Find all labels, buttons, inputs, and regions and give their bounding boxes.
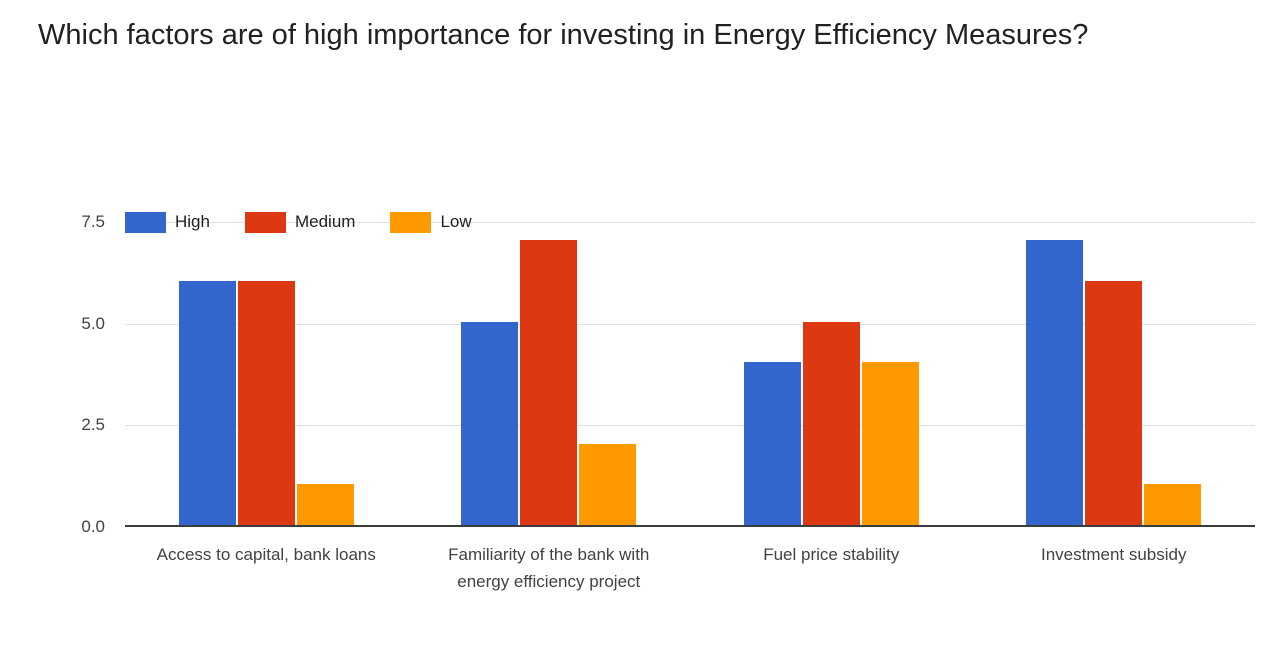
bar-group-3 — [690, 222, 973, 525]
x-axis-labels: Access to capital, bank loans Familiarity… — [125, 541, 1255, 595]
gridline-5.0 — [125, 324, 1255, 325]
gridline-7.5 — [125, 222, 1255, 223]
bar-high-category-3 — [743, 362, 801, 525]
bar-medium-category-3 — [802, 322, 860, 525]
legend-label: Low — [440, 212, 472, 231]
y-tick-label: 7.5 — [81, 212, 105, 231]
bar-high-category-4 — [1026, 240, 1084, 525]
legend: High Medium Low — [125, 211, 472, 233]
bar-low-category-1 — [296, 484, 354, 525]
legend-swatch-high — [125, 211, 166, 233]
bar-medium-category-2 — [520, 240, 578, 525]
x-axis-label: Investment subsidy — [973, 541, 1256, 595]
legend-label: High — [175, 212, 210, 231]
plot-area: High Medium Low Access to capital, bank lo… — [81, 211, 1255, 591]
gridline-2.5 — [125, 425, 1255, 426]
bar-group-2 — [408, 222, 691, 525]
legend-item-high: High — [125, 211, 210, 233]
x-axis-label: Familiarity of the bank with energy effi… — [408, 541, 691, 595]
x-axis-label-text: Investment subsidy — [1040, 545, 1187, 564]
bar-low-category-2 — [579, 444, 637, 525]
bar-medium-category-1 — [237, 281, 295, 525]
bar-low-category-4 — [1144, 484, 1202, 525]
bar-group-1 — [125, 222, 408, 525]
legend-item-low: Low — [390, 211, 472, 233]
bar-medium-category-4 — [1085, 281, 1143, 525]
y-tick-label: 0.0 — [81, 517, 105, 536]
legend-label: Medium — [294, 212, 356, 231]
x-axis-label-text: Access to capital, bank loans — [156, 545, 376, 564]
x-axis-label-text: Familiarity of the bank with energy effi… — [448, 545, 650, 591]
bar-group-4 — [973, 222, 1256, 525]
legend-swatch-low — [390, 211, 432, 233]
bar-high-category-1 — [178, 281, 236, 525]
x-axis-baseline — [125, 525, 1255, 527]
bar-low-category-3 — [861, 362, 919, 525]
x-axis-label-text: Fuel price stability — [763, 545, 900, 564]
y-tick-label: 2.5 — [81, 415, 105, 434]
x-axis-label: Fuel price stability — [690, 541, 973, 595]
bar-high-category-2 — [461, 322, 519, 525]
legend-swatch-medium — [244, 211, 286, 233]
x-axis-label: Access to capital, bank loans — [125, 541, 408, 595]
bar-groups-container — [125, 222, 1255, 525]
legend-item-medium: Medium — [244, 211, 356, 233]
y-tick-label: 5.0 — [81, 314, 105, 333]
chart-title: Which factors are of high importance for… — [38, 19, 1089, 51]
